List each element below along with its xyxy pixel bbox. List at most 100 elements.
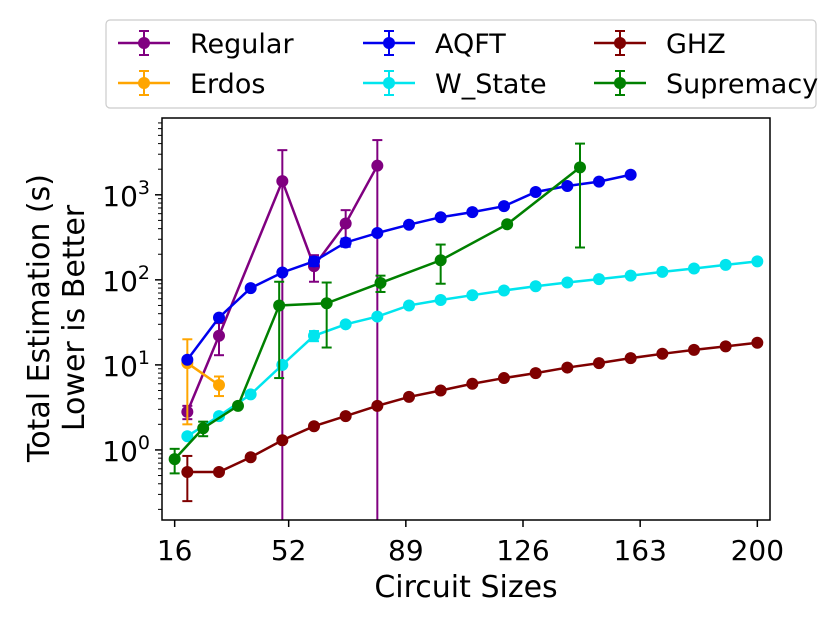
data-point [466,206,479,219]
data-point [498,284,510,297]
series-line [186,173,631,361]
data-point [374,276,387,289]
data-point [276,266,289,279]
data-point [624,168,637,181]
y-tick-label: 100 [102,432,150,468]
x-tick-label: 16 [157,534,193,567]
legend-item-supremacy: Supremacy [594,69,818,100]
data-point [339,318,352,331]
data-point [403,218,415,231]
data-point [751,255,764,268]
data-point [371,159,384,172]
data-point [561,361,574,374]
data-point [276,175,289,188]
data-point [197,422,210,435]
data-point [688,262,700,275]
legend-label: Erdos [190,69,265,100]
data-point [434,384,447,397]
y-tick-label: 101 [102,347,150,383]
x-tick-label: 126 [496,534,549,567]
data-point [308,255,320,268]
data-point [232,399,244,412]
data-point [574,161,586,174]
data-point [276,434,289,447]
legend-marker [614,37,626,49]
series-line [186,362,220,387]
data-point [719,340,732,353]
data-point [624,269,637,282]
legend-marker [138,37,150,49]
data-point [593,357,605,370]
data-point [181,430,194,443]
data-point [501,218,514,231]
data-point [561,276,574,289]
plot-frame [161,117,771,521]
legend-item-ghz: GHZ [594,29,726,60]
data-point [719,258,732,271]
data-point [339,217,352,230]
data-point [529,280,542,293]
data-point [213,329,225,342]
legend-item-erdos: Erdos [118,69,265,100]
data-point [308,420,320,433]
x-tick-label: 200 [731,534,784,567]
data-point [498,200,510,213]
series-line [186,260,758,438]
data-point [403,299,415,312]
data-point [339,236,352,249]
data-point [181,466,194,479]
series-w-state [181,255,764,443]
series-aqft [181,168,637,366]
data-point [244,388,257,401]
data-point [529,367,542,380]
legend-marker [614,77,626,89]
legend-marker [383,77,395,89]
legend-label: GHZ [666,29,726,60]
x-axis-label: Circuit Sizes [374,570,557,605]
legend-item-aqft: AQFT [363,29,506,60]
data-point [434,211,447,224]
y-tick-label: 103 [102,177,150,213]
legend-item-regular: Regular [118,29,294,60]
x-tick-label: 163 [613,534,666,567]
data-point [688,343,700,356]
data-point [320,297,333,310]
data-point [168,453,181,466]
data-point [466,377,479,390]
legend-item-w-state: W_State [363,69,547,100]
data-point [244,451,257,464]
legend-label: W_State [435,69,547,100]
legend-label: Supremacy [666,69,818,100]
data-point [308,329,320,342]
data-point [498,372,510,385]
data-point [593,175,605,188]
series-line [186,165,379,413]
data-point [371,310,384,323]
data-point [213,311,225,324]
data-point [181,353,194,366]
data-point [593,273,605,286]
data-point [403,390,415,403]
series-ghz [181,336,764,503]
series-supremacy [168,142,586,475]
y-axis: 100 101 102 103 [102,122,162,510]
data-point [434,254,447,267]
series-layer [168,139,764,520]
data-point [751,336,764,349]
legend-marker [138,77,150,89]
legend-label: Regular [190,29,294,60]
data-point [656,347,669,360]
data-point [561,179,574,192]
data-point [434,293,447,306]
data-point [276,358,289,371]
data-point [213,466,225,479]
data-point [339,410,352,423]
x-tick-label: 52 [271,534,307,567]
legend-label: AQFT [435,29,506,60]
data-point [213,379,225,392]
data-point [466,289,479,302]
y-tick-label: 102 [102,262,150,298]
series-line [187,341,758,474]
legend: Regular Erdos AQFT W_State GHZ Supremacy [105,19,818,109]
